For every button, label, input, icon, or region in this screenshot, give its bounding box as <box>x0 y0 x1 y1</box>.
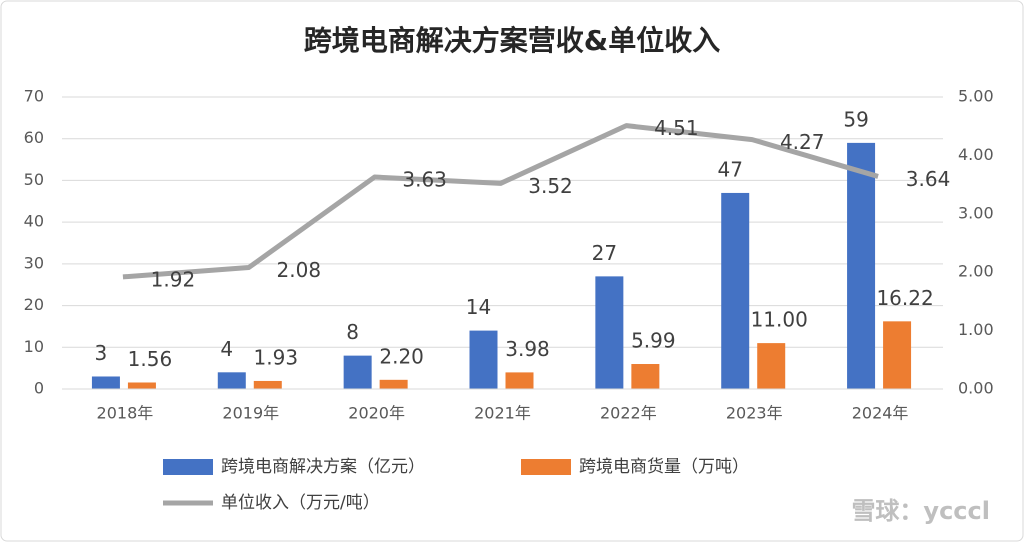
x-tick-label: 2023年 <box>726 404 783 423</box>
y-tick-label: 40 <box>24 212 44 231</box>
x-tick-label: 2019年 <box>222 404 279 423</box>
bar <box>127 382 156 389</box>
chart-title: 跨境电商解决方案营收&单位收入 <box>304 24 720 57</box>
bar <box>253 380 282 389</box>
legend-swatch <box>163 459 213 475</box>
y-tick-label: 10 <box>24 337 44 356</box>
bar <box>91 376 120 389</box>
bar <box>847 142 876 389</box>
data-label: 1.92 <box>151 267 196 291</box>
data-label: 3.52 <box>528 174 573 198</box>
y2-tick-label: 0.00 <box>958 379 994 398</box>
bar <box>217 372 246 389</box>
bar <box>883 321 912 389</box>
data-label: 2.20 <box>379 344 424 368</box>
data-label: 47 <box>717 157 742 181</box>
data-label: 3.63 <box>402 168 447 192</box>
legend-swatch <box>521 459 571 475</box>
y-tick-label: 70 <box>24 87 44 106</box>
line <box>122 123 879 280</box>
y2-tick-label: 2.00 <box>958 262 994 281</box>
x-tick-label: 2018年 <box>97 404 154 423</box>
data-label: 4.51 <box>654 116 699 140</box>
x-tick-label: 2022年 <box>600 404 657 423</box>
y-tick-label: 20 <box>24 295 44 314</box>
data-label: 27 <box>592 241 617 265</box>
x-tick-label: 2021年 <box>474 404 531 423</box>
legend-label: 跨境电商解决方案（亿元） <box>221 457 425 477</box>
data-label: 3 <box>95 341 108 365</box>
data-label: 3.64 <box>906 167 951 191</box>
data-label: 14 <box>466 295 491 319</box>
data-label: 3.98 <box>505 337 550 361</box>
data-label: 59 <box>843 107 868 131</box>
bar <box>721 192 750 389</box>
y-tick-label: 0 <box>34 379 44 398</box>
watermark: 雪球：ycccl <box>851 497 990 525</box>
bar <box>631 364 660 389</box>
bar <box>469 330 498 389</box>
legend-label: 单位收入（万元/吨） <box>221 493 380 513</box>
bar <box>343 355 372 389</box>
legend-label: 跨境电商货量（万吨） <box>579 457 749 477</box>
data-label: 1.93 <box>254 345 299 369</box>
data-label: 4.27 <box>780 130 825 154</box>
bar <box>505 372 534 389</box>
y-tick-label: 60 <box>24 128 44 147</box>
data-label: 4 <box>220 337 233 361</box>
data-label: 2.08 <box>277 258 322 282</box>
data-label: 16.22 <box>876 286 933 310</box>
data-label: 11.00 <box>751 308 808 332</box>
data-label: 1.56 <box>128 347 173 371</box>
bar <box>757 343 786 389</box>
y2-tick-label: 5.00 <box>958 87 994 106</box>
bar <box>379 379 408 389</box>
y-tick-label: 50 <box>24 170 44 189</box>
data-label: 8 <box>346 320 359 344</box>
bar <box>595 276 624 389</box>
y2-tick-label: 4.00 <box>958 145 994 164</box>
data-label: 5.99 <box>631 329 676 353</box>
y2-tick-label: 1.00 <box>958 320 994 339</box>
x-tick-label: 2020年 <box>348 404 405 423</box>
y-tick-label: 30 <box>24 253 44 272</box>
y2-tick-label: 3.00 <box>958 203 994 222</box>
x-tick-label: 2024年 <box>852 404 909 423</box>
